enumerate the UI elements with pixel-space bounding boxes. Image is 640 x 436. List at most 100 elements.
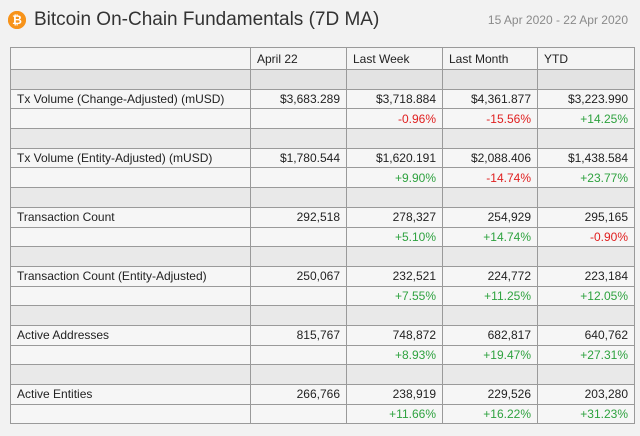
metric-value: $1,780.544 [250,147,347,169]
spacer-cell [10,246,251,267]
empty-cell [10,344,251,366]
metric-value: 250,067 [250,265,347,287]
metric-value: 229,526 [442,384,538,405]
metric-name: Transaction Count (Entity-Adjusted) [10,265,251,287]
spacer-cell [537,305,635,326]
column-header: Last Month [442,47,538,70]
percent-change: +14.25% [537,108,635,130]
header: ₿ Bitcoin On-Chain Fundamentals (7D MA) … [0,0,640,42]
fundamentals-table: April 22 Last Week Last Month YTD Tx Vol… [10,47,635,425]
metric-value: 238,919 [346,384,443,405]
column-header [10,47,251,70]
percent-change: -15.56% [442,108,538,130]
percent-change: +16.22% [442,403,538,425]
change-row: +8.93% +19.47% +27.31% [10,344,635,366]
spacer-cell [346,364,443,385]
spacer-cell [250,246,347,267]
metric-value: $3,223.990 [537,88,635,110]
spacer-cell [346,69,443,90]
change-row: -0.96% -15.56% +14.25% [10,108,635,130]
empty-cell [10,226,251,248]
percent-change: +19.47% [442,344,538,366]
percent-change: +11.66% [346,403,443,425]
percent-change: +27.31% [537,344,635,366]
spacer-cell [250,128,347,149]
spacer-cell [10,364,251,385]
spacer-cell [537,69,635,90]
bitcoin-logo-icon: ₿ [8,11,26,29]
percent-change [250,344,347,366]
spacer-cell [346,128,443,149]
table-header-row: April 22 Last Week Last Month YTD [10,47,635,70]
metric-name: Active Entities [10,384,251,405]
spacer-cell [250,187,347,208]
spacer-cell [537,187,635,208]
percent-change: -14.74% [442,167,538,189]
spacer-cell [537,364,635,385]
metric-value: 266,766 [250,384,347,405]
metric-value: 232,521 [346,265,443,287]
spacer-row [10,364,635,385]
svg-text:₿: ₿ [12,13,22,27]
spacer-cell [442,69,538,90]
metric-name: Active Addresses [10,324,251,346]
spacer-cell [346,246,443,267]
empty-cell [10,167,251,189]
percent-change [250,167,347,189]
date-range: 15 Apr 2020 - 22 Apr 2020 [487,13,628,27]
spacer-cell [442,187,538,208]
empty-cell [10,285,251,307]
column-header: April 22 [250,47,347,70]
empty-cell [10,108,251,130]
percent-change: +12.05% [537,285,635,307]
metric-value: $1,620.191 [346,147,443,169]
spacer-cell [442,128,538,149]
metric-value: 682,817 [442,324,538,346]
spacer-cell [442,305,538,326]
metric-value: 640,762 [537,324,635,346]
spacer-row [10,128,635,149]
metric-name: Tx Volume (Entity-Adjusted) (mUSD) [10,147,251,169]
percent-change: +5.10% [346,226,443,248]
percent-change: -0.96% [346,108,443,130]
metric-value: $2,088.406 [442,147,538,169]
spacer-row [10,246,635,267]
percent-change: +11.25% [442,285,538,307]
table-row: Transaction Count (Entity-Adjusted) 250,0… [10,265,635,287]
spacer-cell [537,246,635,267]
metric-value: 295,165 [537,206,635,228]
metric-value: 223,184 [537,265,635,287]
spacer-row [10,187,635,208]
percent-change: +23.77% [537,167,635,189]
column-header: Last Week [346,47,443,70]
change-row: +9.90% -14.74% +23.77% [10,167,635,189]
percent-change: -0.90% [537,226,635,248]
metric-value: $3,683.289 [250,88,347,110]
spacer-cell [250,69,347,90]
table-row: Active Entities 266,766 238,919 229,526 203,… [10,384,635,405]
table-row: Active Addresses 815,767 748,872 682,817 640… [10,324,635,346]
percent-change: +9.90% [346,167,443,189]
spacer-cell [250,305,347,326]
metric-value: $4,361.877 [442,88,538,110]
spacer-cell [537,128,635,149]
table-row: Transaction Count 292,518 278,327 254,929 29… [10,206,635,228]
spacer-cell [10,128,251,149]
table-row: Tx Volume (Entity-Adjusted) (mUSD) $1,780… [10,147,635,169]
empty-cell [10,403,251,425]
metric-value: 748,872 [346,324,443,346]
spacer-cell [346,187,443,208]
percent-change [250,285,347,307]
spacer-cell [442,364,538,385]
metric-value: 278,327 [346,206,443,228]
change-row: +5.10% +14.74% -0.90% [10,226,635,248]
metric-value: $1,438.584 [537,147,635,169]
spacer-cell [442,246,538,267]
spacer-cell [10,69,251,90]
spacer-row [10,305,635,326]
spacer-cell [250,364,347,385]
spacer-cell [346,305,443,326]
metric-value: 292,518 [250,206,347,228]
change-row: +7.55% +11.25% +12.05% [10,285,635,307]
metric-value: 815,767 [250,324,347,346]
